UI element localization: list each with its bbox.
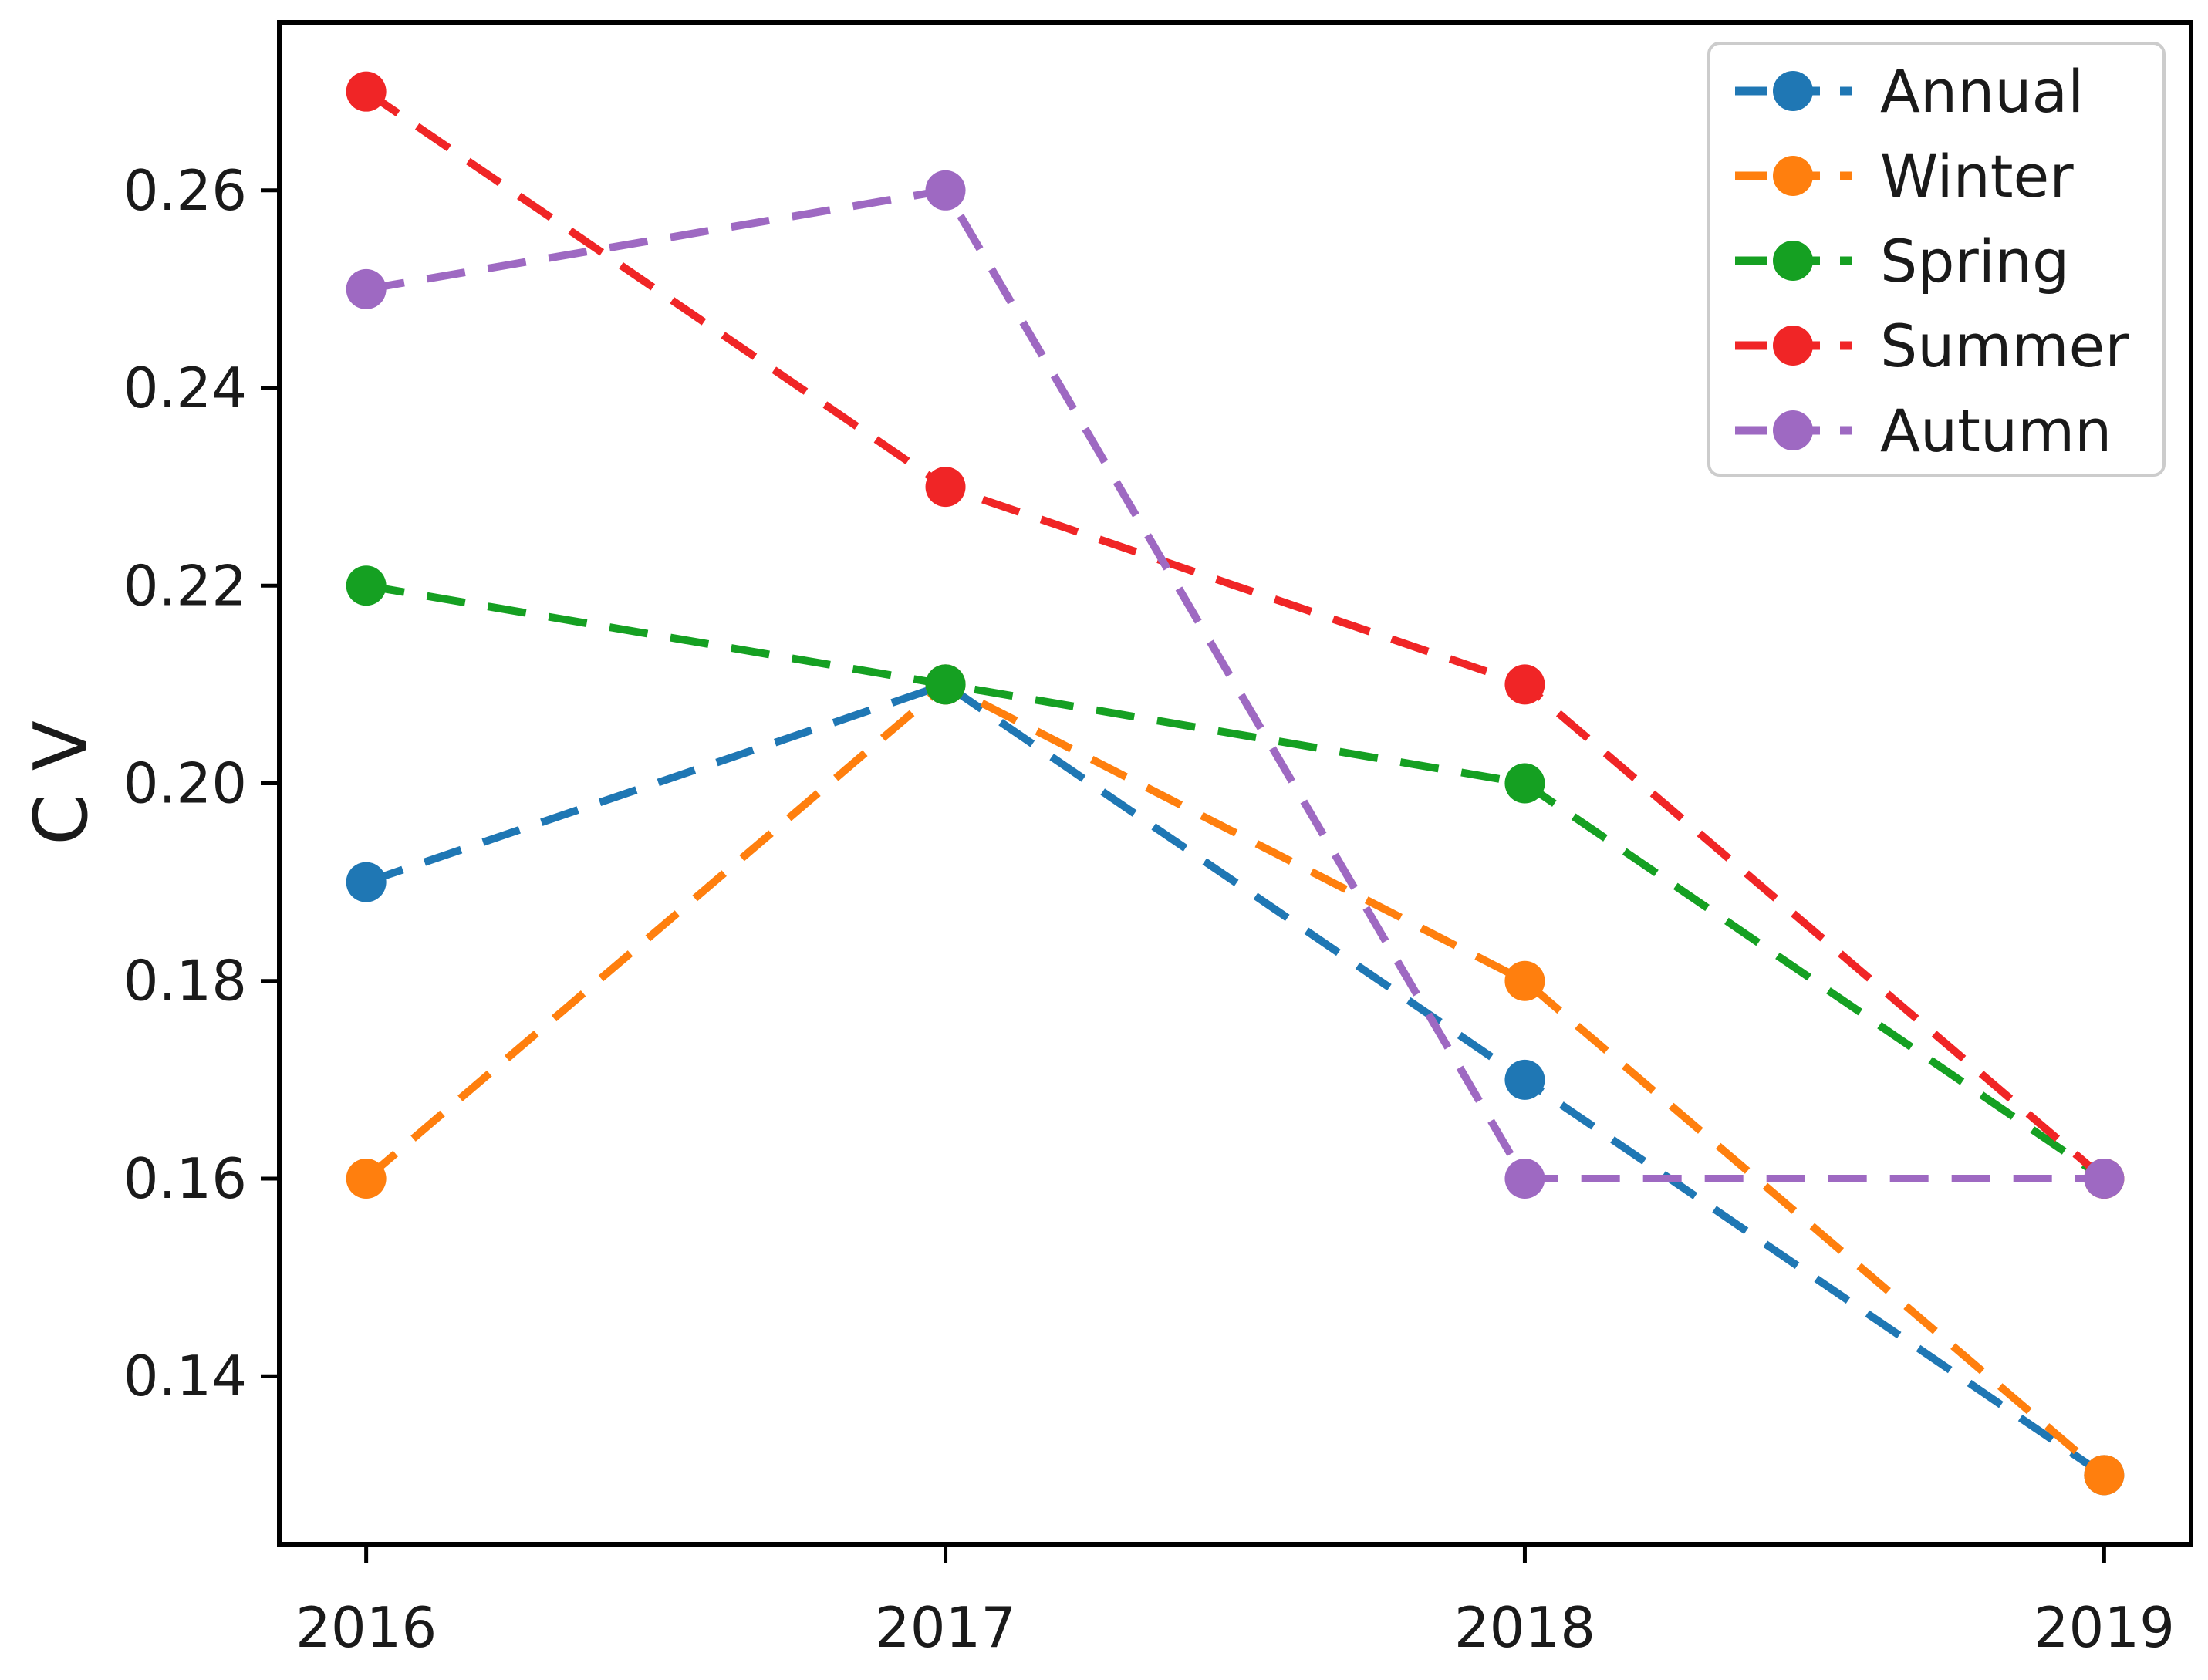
series-marker-autumn <box>1504 1158 1545 1199</box>
legend-sample-marker-summer <box>1773 326 1813 366</box>
y-axis-label: C V <box>19 720 104 845</box>
x-tick-label: 2019 <box>2034 1595 2175 1660</box>
series-line-summer <box>363 88 2107 1182</box>
series-marker-spring <box>1504 763 1545 804</box>
plot-area: 0.14 0.16 0.18 0.20 0.22 0.24 0.26 2016 2017 2018… <box>123 20 2193 1660</box>
series-marker-winter <box>346 1158 387 1199</box>
y-tick-label: 0.18 <box>123 949 247 1014</box>
legend-sample-marker-autumn <box>1773 410 1813 450</box>
series-marker-autumn <box>925 170 966 211</box>
y-tick-label: 0.22 <box>123 553 247 618</box>
legend-label-autumn: Autumn <box>1880 396 2112 465</box>
legend: Annual Winter Spring Summer Autumn <box>1707 42 2166 477</box>
legend-label-summer: Summer <box>1880 312 2129 380</box>
legend-label-spring: Spring <box>1880 227 2069 295</box>
x-tick-label: 2016 <box>295 1595 437 1660</box>
series-marker-spring <box>346 565 387 606</box>
legend-box <box>1707 42 2166 477</box>
series-marker-annual <box>1504 1059 1545 1100</box>
plot-frame <box>277 20 2193 1547</box>
series-marker-winter <box>1504 960 1545 1001</box>
series-line-spring <box>365 582 2107 1182</box>
y-tick-label: 0.24 <box>123 356 247 420</box>
series-marker-annual <box>346 862 387 902</box>
series-marker-autumn <box>2084 1158 2125 1199</box>
series-marker-summer <box>1504 664 1545 705</box>
series-marker-autumn <box>346 268 387 309</box>
series-line-annual <box>365 680 2107 1479</box>
y-tick-label: 0.14 <box>123 1344 247 1408</box>
y-tick-label: 0.26 <box>123 158 247 223</box>
series-marker-summer <box>925 467 966 508</box>
legend-label-annual: Annual <box>1880 57 2084 126</box>
legend-sample-marker-annual <box>1773 71 1813 111</box>
series-marker-spring <box>925 664 966 705</box>
y-tick-label: 0.20 <box>123 751 247 816</box>
legend-sample-marker-spring <box>1773 241 1813 281</box>
series-marker-summer <box>346 71 387 112</box>
x-tick-label: 2017 <box>875 1595 1016 1660</box>
legend-label-winter: Winter <box>1880 142 2074 211</box>
series-marker-winter <box>2084 1455 2125 1496</box>
legend-sample-marker-winter <box>1773 156 1813 196</box>
x-tick-label: 2018 <box>1454 1595 1595 1660</box>
y-tick-label: 0.16 <box>123 1146 247 1211</box>
series-line-winter <box>363 680 2107 1479</box>
